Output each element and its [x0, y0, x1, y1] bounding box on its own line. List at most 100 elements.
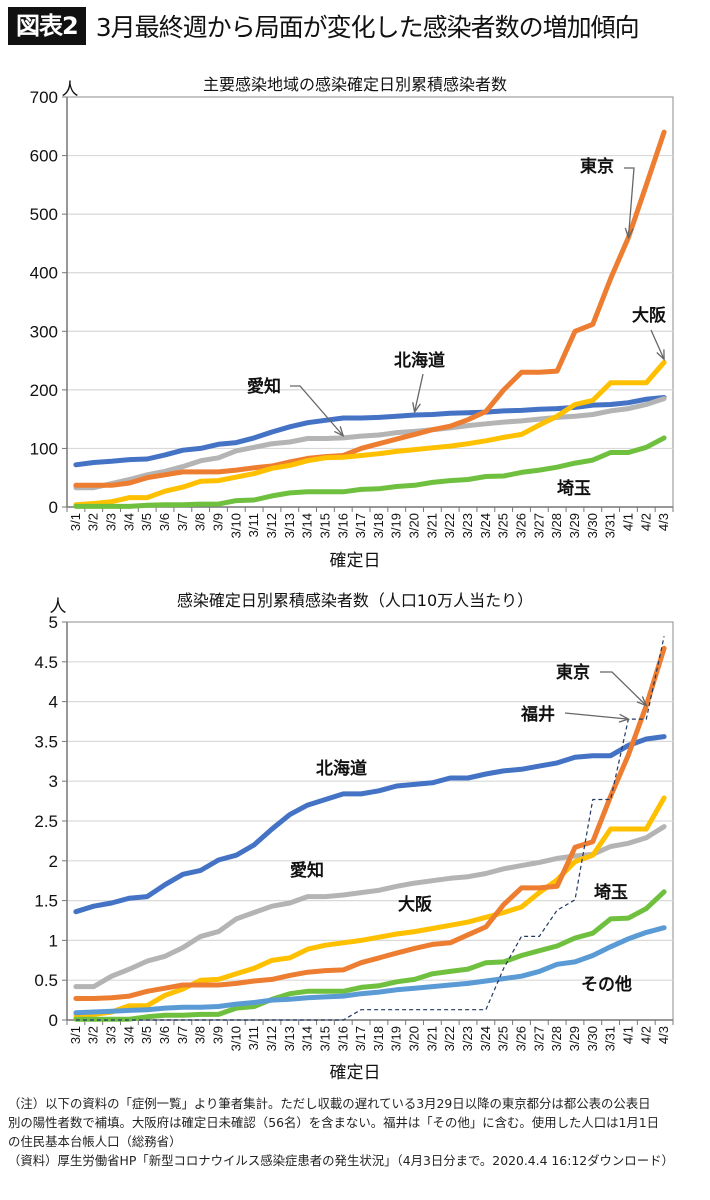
- x-axis-label: 確定日: [330, 1063, 381, 1083]
- y-tick-label: 3.5: [34, 732, 58, 751]
- x-tick-label: 3/21: [424, 1026, 439, 1051]
- series-line-福井: [75, 636, 665, 1021]
- series-line-愛知: [73, 824, 667, 990]
- y-tick-label: 4: [49, 693, 58, 712]
- x-tick-label: 3/31: [603, 513, 618, 538]
- series-line-埼玉: [73, 889, 667, 1022]
- series-label: 愛知: [247, 376, 281, 397]
- series-line-愛知: [73, 396, 667, 491]
- footnote-line: （注）以下の資料の「症例一覧」より筆者集計。ただし収載の遅れている3月29日以降…: [8, 1096, 651, 1111]
- footnote-line: の住民基本台帳人口（総務省）: [8, 1134, 182, 1149]
- y-axis-unit: 人: [50, 597, 67, 617]
- x-tick-label: 3/28: [549, 513, 564, 538]
- x-tick-label: 3/23: [460, 1026, 475, 1051]
- x-tick-label: 3/11: [246, 1026, 261, 1050]
- x-tick-label: 3/30: [585, 513, 600, 538]
- series-label: その他: [581, 974, 632, 995]
- y-tick-label: 0.5: [34, 971, 58, 990]
- annotation-arrow: [413, 373, 424, 413]
- x-tick-label: 3/20: [407, 1026, 422, 1051]
- figure-badge: 図表2: [8, 7, 86, 45]
- x-tick-label: 3/7: [175, 513, 190, 531]
- x-tick-label: 3/13: [282, 513, 297, 538]
- series-label: 大阪: [632, 305, 666, 326]
- x-tick-label: 3/5: [139, 1026, 154, 1044]
- x-tick-label: 3/3: [104, 1026, 119, 1044]
- x-tick-label: 3/16: [335, 513, 350, 538]
- annotation-arrow: [624, 167, 635, 238]
- x-tick-label: 3/19: [389, 513, 404, 538]
- x-tick-label: 3/16: [335, 1026, 350, 1051]
- x-tick-label: 3/8: [193, 1026, 208, 1044]
- y-tick-label: 1.5: [34, 892, 58, 911]
- y-tick-label: 0: [49, 1011, 58, 1030]
- x-tick-label: 3/19: [389, 1026, 404, 1051]
- arrow-head: [624, 227, 634, 240]
- y-tick-label: 200: [30, 381, 58, 400]
- x-tick-label: 3/4: [121, 513, 136, 531]
- arrow-head: [656, 349, 665, 361]
- x-tick-label: 3/6: [157, 1026, 172, 1044]
- series-line-東京: [73, 645, 667, 1001]
- x-tick-label: 3/26: [514, 513, 529, 538]
- x-tick-label: 3/18: [371, 1026, 386, 1051]
- annotation-arrow: [290, 385, 344, 437]
- x-tick-label: 4/2: [638, 1026, 653, 1044]
- x-axis-label: 確定日: [330, 551, 381, 571]
- series-line-埼玉: [73, 435, 667, 509]
- x-tick-label: 3/10: [228, 513, 243, 538]
- x-tick-label: 3/9: [211, 1026, 226, 1044]
- series-line-東京: [73, 129, 667, 488]
- x-tick-label: 3/20: [407, 513, 422, 538]
- y-axis-unit: 人: [62, 80, 79, 100]
- x-tick-label: 3/22: [442, 1026, 457, 1051]
- x-tick-label: 3/8: [193, 513, 208, 531]
- arrow-head: [618, 713, 631, 723]
- x-tick-label: 4/3: [656, 1026, 671, 1044]
- x-tick-label: 3/9: [211, 513, 226, 531]
- x-tick-label: 3/10: [228, 1026, 243, 1051]
- x-tick-label: 3/17: [353, 1026, 368, 1051]
- figure-title: 3月最終週から局面が変化した感染者数の増加傾向: [95, 13, 640, 42]
- x-tick-label: 3/4: [121, 1026, 136, 1044]
- annotation-arrow: [650, 329, 665, 360]
- x-tick-label: 3/27: [531, 513, 546, 538]
- annotation-arrow: [600, 671, 647, 707]
- series-label: 北海道: [394, 350, 445, 371]
- y-tick-label: 100: [30, 439, 58, 458]
- series-label: 埼玉: [557, 478, 591, 499]
- x-tick-label: 3/14: [300, 1026, 315, 1051]
- series-label: 北海道: [316, 758, 367, 779]
- x-tick-label: 3/6: [157, 513, 172, 531]
- x-tick-label: 3/15: [317, 1026, 332, 1051]
- footnotes: （注）以下の資料の「症例一覧」より筆者集計。ただし収載の遅れている3月29日以降…: [8, 1094, 708, 1170]
- series-label: 東京: [556, 662, 590, 683]
- x-tick-label: 3/12: [264, 513, 279, 538]
- series-label: 東京: [580, 156, 614, 177]
- annotation-arrow: [564, 712, 629, 720]
- y-tick-label: 3: [49, 772, 58, 791]
- x-tick-label: 3/1: [68, 513, 83, 531]
- x-tick-label: 3/18: [371, 513, 386, 538]
- y-tick-label: 0: [49, 498, 58, 517]
- footnote-line: 別の陽性者数で補填。大阪府は確定日未確認（56名）を含まない。福井は「その他」に…: [8, 1115, 660, 1130]
- x-tick-label: 3/24: [478, 1026, 493, 1051]
- footnote-line: （資料）厚生労働省HP「新型コロナウイルス感染症患者の発生状況」（4月3日分まで…: [8, 1153, 674, 1168]
- x-tick-label: 3/27: [531, 1026, 546, 1051]
- x-tick-label: 3/14: [300, 513, 315, 538]
- series-label: 福井: [520, 704, 555, 725]
- x-tick-label: 4/2: [638, 513, 653, 531]
- series-line-北海道: [73, 734, 667, 915]
- x-tick-label: 3/11: [246, 513, 261, 537]
- y-tick-label: 2.5: [34, 812, 58, 831]
- x-tick-label: 3/30: [585, 1026, 600, 1051]
- x-tick-label: 3/26: [514, 1026, 529, 1051]
- y-tick-label: 500: [30, 205, 58, 224]
- series-label: 愛知: [290, 860, 324, 881]
- x-tick-label: 3/17: [353, 513, 368, 538]
- y-tick-label: 1: [49, 931, 58, 950]
- figure-header: 図表2 3月最終週から局面が変化した感染者数の増加傾向: [8, 6, 640, 46]
- x-tick-label: 3/29: [567, 1026, 582, 1051]
- x-tick-label: 3/15: [317, 513, 332, 538]
- x-tick-label: 3/24: [478, 513, 493, 538]
